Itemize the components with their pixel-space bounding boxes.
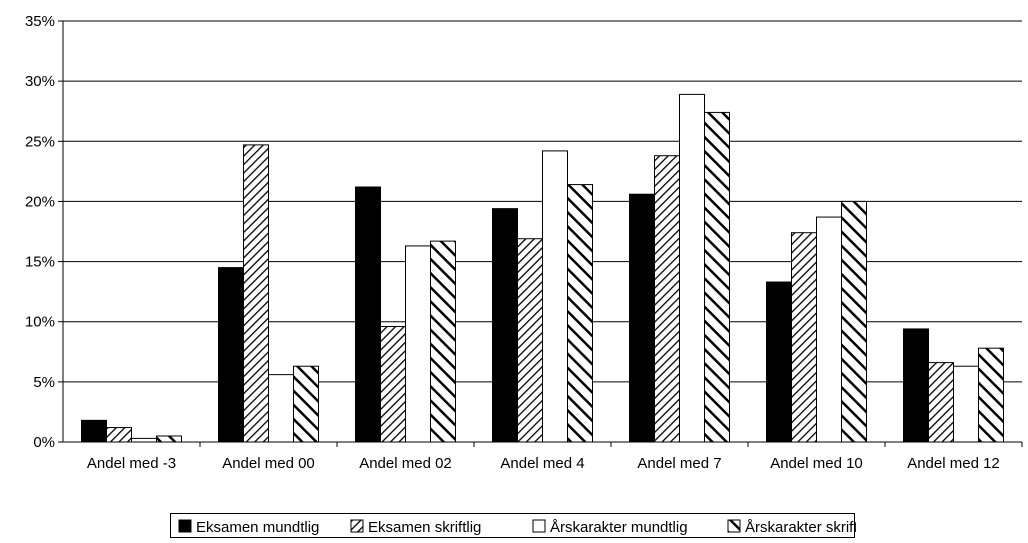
bar <box>517 238 543 443</box>
x-tick-label: Andel med 10 <box>770 455 863 472</box>
bar <box>791 232 817 443</box>
y-axis-ticks: 0% 5% 10% 15% 20% 25% 30% 35% <box>25 13 63 451</box>
x-tick-label: Andel med 02 <box>359 455 452 472</box>
bar <box>430 240 456 443</box>
bar <box>841 200 867 443</box>
bar <box>567 184 593 443</box>
x-tick-label: Andel med 4 <box>500 455 584 472</box>
x-axis-labels: Andel med -3 Andel med 00 Andel med 02 Ande… <box>87 442 1023 472</box>
bar <box>704 111 730 443</box>
legend-swatch <box>350 519 364 533</box>
bar <box>355 186 381 443</box>
legend: Eksamen mundtlig Eksamen skriftlig Årskara… <box>170 513 856 538</box>
legend-label: Eksamen mundtlig <box>196 519 319 536</box>
bar <box>978 347 1004 443</box>
bars <box>81 93 1004 443</box>
x-tick-label: Andel med 00 <box>222 455 315 472</box>
x-tick-label: Andel med -3 <box>87 455 176 472</box>
bar <box>766 281 792 443</box>
bar <box>654 155 680 443</box>
y-tick-label: 10% <box>25 314 55 331</box>
y-tick-label: 15% <box>25 254 55 271</box>
bar <box>218 267 244 443</box>
y-tick-label: 30% <box>25 73 55 90</box>
bar <box>106 427 132 443</box>
bar <box>492 208 518 443</box>
legend-items: Eksamen mundtlig Eksamen skriftlig Årskara… <box>178 519 856 536</box>
legend-label: Eksamen skriftlig <box>368 519 481 536</box>
legend-label: Årskarakter mundtlig <box>550 519 688 536</box>
bar <box>380 326 406 443</box>
x-tick-label: Andel med 12 <box>907 455 1000 472</box>
bar <box>953 365 979 443</box>
bar <box>131 437 157 443</box>
y-tick-label: 35% <box>25 13 55 30</box>
bar <box>81 419 107 443</box>
y-tick-label: 5% <box>33 374 55 391</box>
bar <box>928 362 954 443</box>
bar <box>293 365 319 443</box>
bar <box>268 374 294 443</box>
x-tick-label: Andel med 7 <box>637 455 721 472</box>
bar <box>816 216 842 443</box>
bar <box>679 93 705 443</box>
bar <box>903 328 929 443</box>
y-tick-label: 0% <box>33 434 55 451</box>
y-tick-label: 20% <box>25 193 55 210</box>
axes <box>62 21 1022 443</box>
legend-label: Årskarakter skriftlig <box>745 519 856 536</box>
bar <box>405 245 431 443</box>
bar <box>243 144 269 443</box>
legend-swatch <box>727 519 741 533</box>
legend-swatch <box>532 519 546 533</box>
bar <box>542 150 568 443</box>
y-tick-label: 25% <box>25 133 55 150</box>
bar <box>629 193 655 443</box>
legend-swatch <box>178 519 192 533</box>
bar <box>156 435 182 443</box>
